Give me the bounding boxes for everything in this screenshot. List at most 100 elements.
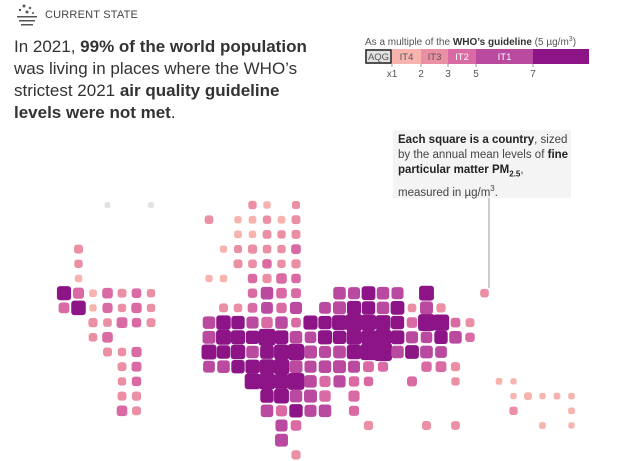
country-square [333, 360, 346, 374]
country-square [332, 330, 347, 344]
country-square [319, 390, 331, 402]
country-square [148, 202, 154, 208]
country-square [74, 259, 83, 268]
country-square [346, 344, 362, 360]
legend-title-text: As a multiple of the [365, 37, 453, 48]
country-square [291, 273, 301, 284]
country-square [348, 405, 360, 416]
country-square [230, 330, 246, 345]
country-square [275, 405, 288, 417]
country-square [205, 274, 213, 283]
country-square [420, 331, 433, 344]
country-square [303, 315, 318, 330]
annotation-text: fine particular matter PM [398, 149, 569, 176]
country-square [289, 389, 303, 403]
headline: In 2021, 99% of the world population was… [14, 36, 314, 124]
country-square [103, 318, 112, 327]
country-square [258, 373, 276, 390]
country-square [333, 375, 346, 388]
country-square [363, 361, 374, 373]
country-square [88, 318, 98, 328]
country-square [247, 303, 258, 313]
section-label: CURRENT STATE [45, 9, 139, 21]
country-square [233, 245, 243, 254]
country-square [274, 373, 289, 389]
country-square [131, 302, 142, 314]
country-square [247, 288, 258, 298]
country-square [420, 345, 433, 359]
country-square [568, 422, 575, 429]
country-square [233, 303, 243, 313]
country-square [103, 347, 112, 357]
country-square [449, 331, 462, 344]
country-square [419, 285, 434, 301]
country-square [465, 332, 475, 343]
country-square [291, 229, 301, 239]
country-square [102, 332, 113, 343]
country-square [304, 404, 317, 417]
country-square [291, 244, 301, 254]
country-square [318, 345, 332, 359]
country-square [450, 317, 461, 328]
country-square [434, 330, 448, 344]
country-square [348, 376, 360, 387]
country-square [56, 286, 72, 301]
country-square [216, 315, 231, 330]
headline-text: air quality guideline levels were not me… [14, 81, 280, 122]
headline-text: . [170, 103, 176, 122]
country-square [131, 346, 142, 358]
country-square [219, 303, 228, 313]
legend-tick-label: 5 [473, 69, 479, 80]
legend-band-label: AQG [368, 52, 389, 63]
country-square [291, 259, 301, 269]
country-square [374, 329, 392, 346]
country-square [291, 200, 301, 210]
country-square [146, 303, 156, 313]
country-square [361, 330, 376, 345]
country-square [274, 388, 289, 404]
country-square [319, 375, 331, 387]
country-square [510, 378, 517, 385]
country-square [348, 390, 360, 402]
country-square [291, 288, 301, 299]
country-square [390, 330, 405, 345]
country-square [391, 345, 404, 359]
country-square [304, 375, 317, 388]
country-square [465, 318, 475, 328]
country-square [277, 215, 286, 224]
country-square [248, 215, 257, 224]
country-square [510, 392, 517, 400]
country-square [333, 286, 346, 300]
country-square [287, 372, 305, 390]
country-square [203, 360, 215, 373]
country-square [377, 361, 389, 372]
country-square [363, 376, 374, 387]
country-square [422, 421, 431, 430]
country-square [275, 316, 288, 329]
country-square [260, 389, 274, 403]
country-square [262, 215, 272, 224]
country-square [260, 345, 274, 359]
legend-highlight [365, 49, 392, 64]
country-square [116, 317, 128, 329]
legend-band [365, 49, 392, 64]
squares [56, 200, 575, 460]
country-square [332, 315, 347, 331]
country-square [233, 259, 243, 269]
country-square [247, 273, 258, 284]
country-square [117, 362, 127, 372]
country-square [262, 259, 272, 269]
legend-title-text: ) [573, 37, 576, 48]
country-square [260, 404, 274, 418]
country-square [539, 422, 546, 429]
country-square [216, 345, 231, 359]
country-square [435, 361, 447, 373]
country-square [451, 421, 460, 430]
country-square [361, 301, 376, 315]
country-square [74, 244, 83, 254]
legend-band [421, 49, 448, 64]
country-square [317, 330, 333, 345]
country-square [436, 303, 446, 313]
country-square [290, 420, 302, 431]
